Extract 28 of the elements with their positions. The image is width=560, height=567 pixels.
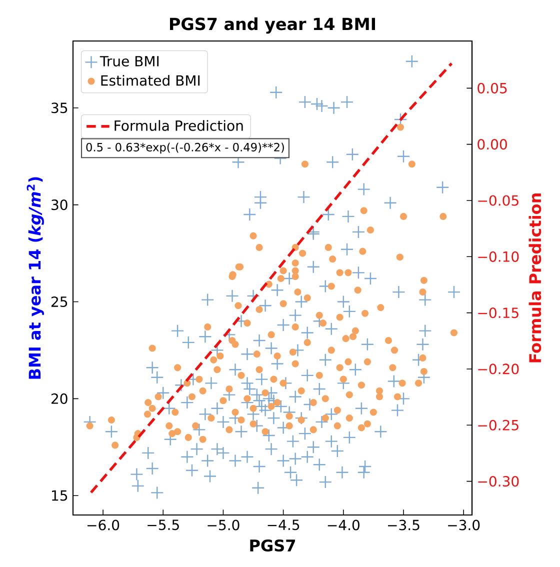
legend-label: Formula Prediction — [114, 120, 243, 131]
y2-tick-label: −0.10 — [478, 251, 519, 262]
y-tick-label: 25 — [52, 296, 68, 308]
y-tick-label: 35 — [52, 102, 68, 114]
y2-tick-label: −0.05 — [478, 195, 518, 206]
y-tick-label: 20 — [52, 393, 68, 404]
y2-tick-label: 0.00 — [478, 139, 507, 150]
y2-tick-label: −0.20 — [478, 364, 519, 374]
annotation: 0.5 - 0.63*exp(-(-0.26*x - 0.49)**2) — [86, 142, 284, 154]
y-tick-label: 15 — [52, 490, 68, 501]
y2-tick-label: −0.30 — [478, 476, 519, 487]
legend-label: True BMI — [100, 56, 159, 66]
x-tick-label: −4.0 — [328, 520, 360, 530]
y-axis-title: BMI at year 14 (kg/m$^{2}$) — [26, 177, 44, 379]
x-tick-label: −6.0 — [88, 520, 120, 530]
x-tick-label: −5.5 — [148, 520, 179, 530]
y2-tick-label: −0.15 — [478, 308, 518, 318]
x-tick-label: −5.0 — [208, 520, 240, 530]
y2-tick-label: −0.25 — [478, 420, 518, 430]
y-tick-label: 30 — [52, 200, 68, 210]
y2-axis-title: Formula Prediction — [528, 194, 542, 362]
x-tick-label: −3.0 — [448, 520, 480, 530]
x-tick-label: −3.5 — [388, 520, 420, 530]
x-tick-label: −4.5 — [268, 520, 300, 530]
legend-label: Estimated BMI — [101, 74, 200, 86]
y2-tick-label: 0.05 — [478, 82, 507, 94]
x-axis-title: PGS7 — [250, 539, 295, 552]
chart-title: PGS7 and year 14 BMI — [170, 17, 375, 34]
